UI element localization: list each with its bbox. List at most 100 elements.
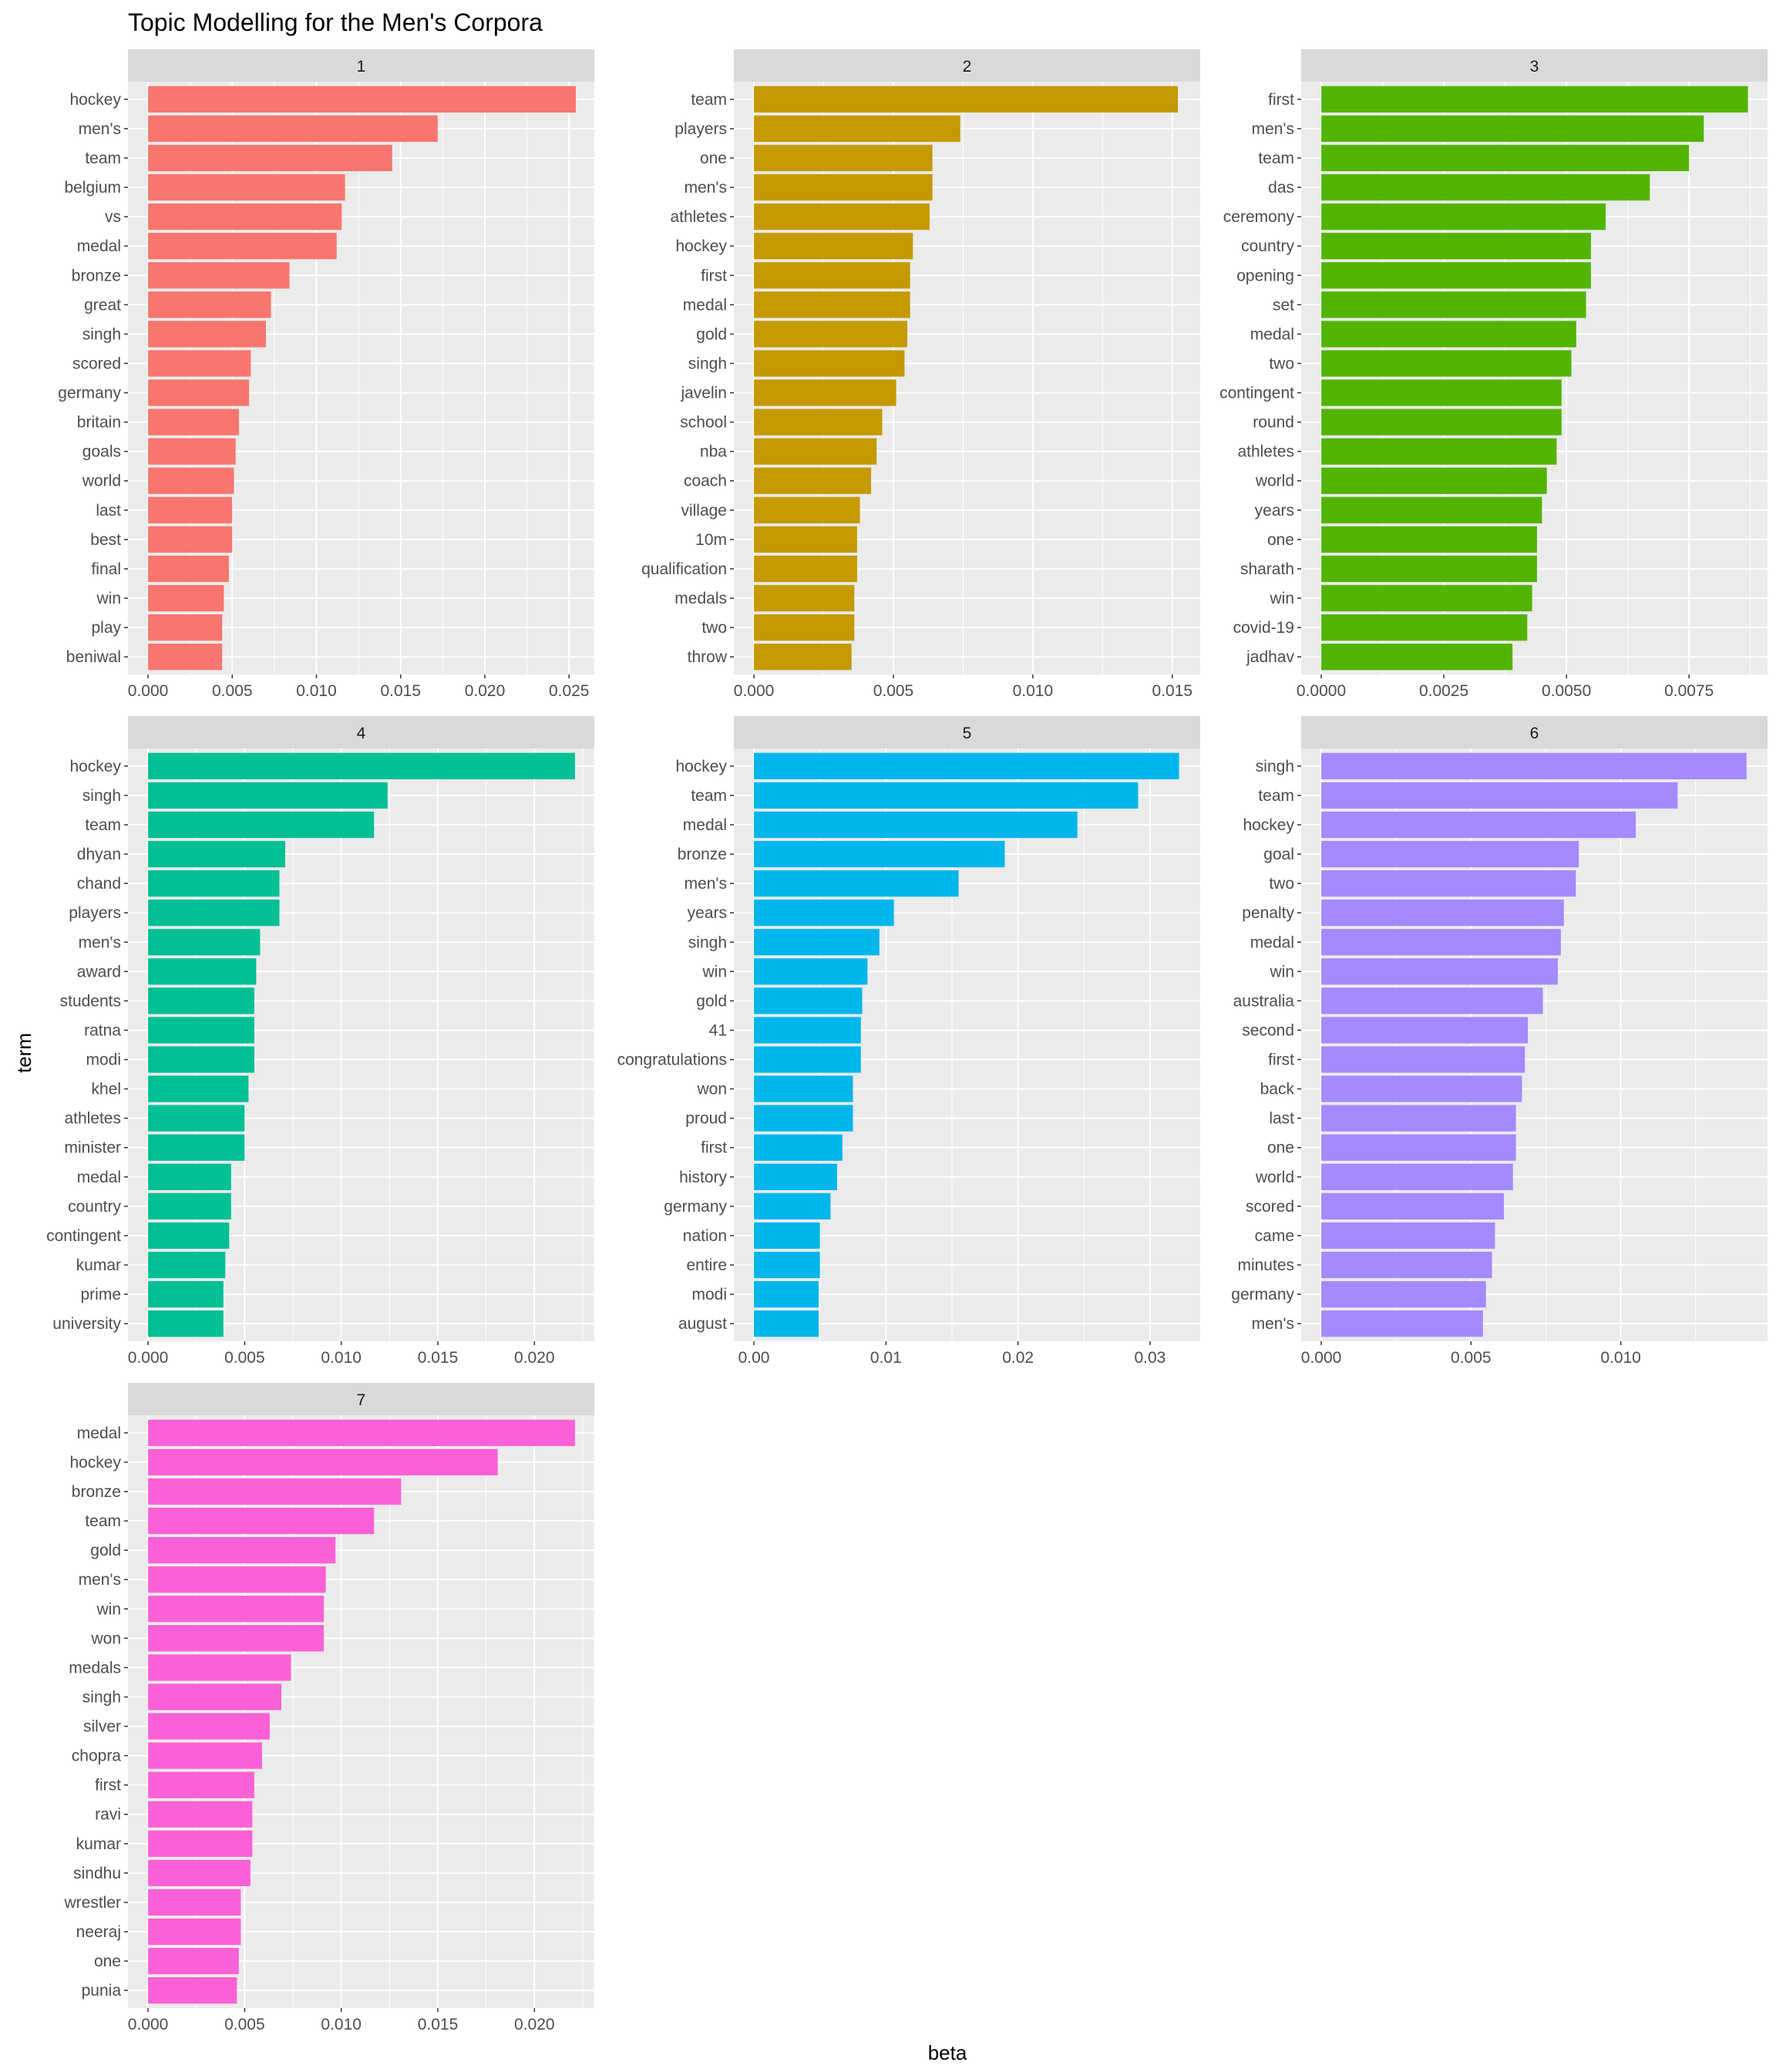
y-tick-label: win — [96, 590, 121, 607]
bar — [754, 144, 933, 172]
y-tick-label: history — [679, 1169, 727, 1186]
x-tick-label: 0.020 — [465, 682, 506, 700]
bar — [1321, 496, 1542, 523]
bar — [754, 644, 852, 671]
bar — [1321, 1163, 1513, 1190]
y-tick-label: medals — [69, 1659, 121, 1677]
x-tick-label: 0.000 — [128, 2016, 169, 2033]
bar — [754, 555, 857, 583]
facet-strip — [1301, 716, 1768, 748]
x-tick-label: 0.010 — [1013, 682, 1054, 700]
bar — [1321, 555, 1537, 583]
y-tick-label: nba — [700, 443, 727, 461]
y-tick-label: singh — [82, 325, 121, 343]
bar — [148, 900, 280, 927]
y-tick-label: dhyan — [77, 846, 121, 863]
bar — [754, 379, 896, 406]
y-tick-label: village — [681, 502, 727, 520]
y-tick-label: minister — [64, 1139, 121, 1157]
y-tick-label: hockey — [675, 758, 727, 775]
y-tick-label: final — [91, 560, 121, 578]
bar — [148, 782, 388, 809]
x-tick-label: 0.000 — [128, 682, 169, 700]
y-tick-label: win — [96, 1600, 121, 1618]
bar — [754, 86, 1179, 113]
bar — [1321, 438, 1557, 465]
y-tick-label: gold — [90, 1542, 121, 1559]
y-tick-label: bronze — [72, 267, 121, 284]
bar — [754, 173, 933, 201]
bar — [148, 1017, 254, 1044]
y-tick-label: award — [77, 963, 121, 980]
bar — [1321, 86, 1748, 113]
bar — [148, 262, 290, 289]
bar — [1321, 987, 1543, 1014]
bar — [148, 1222, 230, 1250]
bar — [1321, 1075, 1522, 1102]
y-tick-label: medals — [674, 590, 727, 607]
y-tick-label: gold — [696, 992, 727, 1010]
bar — [148, 1134, 245, 1161]
y-tick-label: throw — [688, 648, 728, 666]
bar — [148, 379, 250, 406]
y-tick-label: men's — [79, 120, 121, 138]
bar — [148, 929, 261, 956]
bar — [754, 1251, 820, 1279]
facet-strip — [734, 716, 1200, 748]
y-tick-label: modi — [86, 1051, 121, 1069]
y-tick-label: australia — [1233, 992, 1295, 1010]
y-tick-label: players — [674, 120, 727, 138]
bar — [148, 1625, 325, 1652]
x-tick-label: 0.0075 — [1664, 682, 1714, 700]
bar — [1321, 614, 1528, 641]
bar — [1321, 350, 1572, 377]
y-tick-label: two — [701, 619, 727, 637]
y-tick-label: singh — [82, 787, 121, 805]
y-tick-label: modi — [691, 1286, 727, 1303]
y-tick-label: win — [701, 963, 727, 980]
bar — [754, 1280, 819, 1308]
bar — [1321, 115, 1704, 143]
bar — [754, 409, 883, 436]
x-tick-label: 0.03 — [1134, 1349, 1166, 1367]
x-tick-label: 0.010 — [1600, 1349, 1641, 1367]
y-tick-label: singh — [82, 1688, 121, 1706]
bar — [148, 1713, 270, 1740]
y-tick-label: men's — [1252, 1315, 1294, 1333]
bar — [1321, 584, 1532, 612]
bar — [148, 1536, 336, 1564]
bar — [1321, 1192, 1505, 1220]
bar — [148, 1310, 224, 1337]
bar — [1321, 1310, 1483, 1337]
bar — [148, 1280, 224, 1308]
y-tick-label: medal — [1250, 933, 1294, 951]
y-tick-label: contingent — [1219, 385, 1294, 402]
y-tick-label: ravi — [95, 1806, 121, 1824]
bar — [148, 115, 438, 143]
y-tick-label: germany — [1231, 1286, 1294, 1303]
bar — [754, 1046, 861, 1073]
bar — [1321, 929, 1561, 956]
y-tick-label: country — [1241, 237, 1294, 255]
y-tick-label: athletes — [64, 1110, 121, 1128]
bar — [1321, 900, 1564, 927]
facet-strip — [734, 49, 1200, 82]
bar — [1321, 1017, 1529, 1044]
y-tick-label: set — [1273, 296, 1294, 314]
bar — [148, 321, 266, 348]
x-tick-label: 0.015 — [418, 2016, 459, 2033]
y-tick-label: best — [90, 531, 121, 549]
bar — [754, 811, 1078, 839]
bar — [148, 496, 233, 523]
bar — [1321, 782, 1678, 809]
x-tick-label: 0.015 — [380, 682, 421, 700]
bar — [754, 929, 880, 956]
bar — [1321, 958, 1559, 985]
y-tick-label: team — [85, 150, 121, 167]
bar — [148, 1977, 237, 2004]
bar — [148, 644, 223, 671]
y-tick-label: one — [700, 150, 727, 167]
y-tick-label: medal — [77, 237, 121, 255]
bar — [148, 1918, 241, 1946]
